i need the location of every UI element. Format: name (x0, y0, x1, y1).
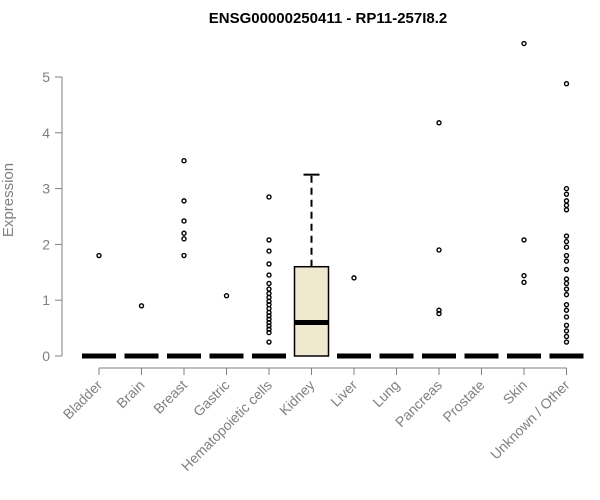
outlier-point (563, 185, 570, 192)
outlier-point (266, 194, 272, 200)
outlier-point (351, 275, 357, 281)
box-hematopoietic-cells (252, 194, 286, 359)
outlier-point (181, 236, 187, 242)
box-series (82, 40, 584, 359)
outlier-point (563, 238, 570, 245)
chart-title: ENSG00000250411 - RP11-257I8.2 (209, 10, 448, 27)
outlier-point (223, 293, 230, 299)
x-tick-label: Pancreas (392, 377, 445, 430)
outlier-point (563, 266, 570, 273)
x-tick-label: Lung (369, 377, 402, 410)
outlier-point (181, 230, 187, 236)
outlier-point (521, 272, 527, 279)
box-iqr (293, 265, 330, 357)
box-unknown-other (549, 80, 584, 359)
outlier-point (563, 191, 570, 197)
outlier-point (181, 157, 187, 164)
y-tick-label: 4 (42, 125, 50, 141)
x-tick-label: Bladder (60, 377, 106, 423)
x-tick-label: Breast (150, 377, 190, 417)
outlier-point (521, 279, 527, 286)
outlier-point (266, 280, 272, 287)
outlier-point (563, 314, 570, 320)
outlier-point (266, 261, 272, 267)
outlier-point (563, 276, 570, 282)
outlier-point (563, 252, 570, 259)
outlier-point (266, 272, 272, 278)
outlier-point (563, 258, 570, 264)
box-liver (337, 275, 371, 359)
x-tick-label: Kidney (276, 377, 318, 419)
outlier-point (436, 120, 442, 126)
outlier-point (563, 233, 570, 239)
y-tick-label: 0 (42, 348, 50, 364)
outlier-point (436, 247, 442, 253)
outlier-point (563, 291, 570, 298)
y-tick-label: 2 (42, 236, 50, 252)
y-tick-label: 1 (42, 292, 50, 308)
outlier-point (96, 252, 102, 259)
outlier-point (181, 218, 187, 224)
outlier-point (563, 280, 570, 287)
outlier-point (181, 252, 187, 259)
x-tick-label: Unknown / Other (487, 377, 573, 463)
outlier-point (266, 237, 272, 243)
outlier-point (563, 80, 570, 87)
outlier-point (563, 202, 570, 209)
box-pancreas (422, 120, 456, 359)
outlier-point (138, 303, 145, 309)
box-breast (167, 157, 201, 359)
outlier-point (563, 328, 570, 334)
outlier-point (266, 329, 272, 336)
x-tick-label: Prostate (439, 377, 487, 425)
y-axis: 0 1 2 3 4 5 (42, 69, 63, 364)
box-bladder (82, 252, 116, 359)
x-tick-label: Liver (327, 377, 360, 410)
outlier-point (563, 339, 570, 345)
outlier-point (563, 301, 570, 308)
outlier-point (521, 237, 527, 243)
outlier-point (266, 248, 272, 254)
outlier-point (563, 244, 570, 250)
outlier-point (436, 310, 442, 317)
y-tick-label: 3 (42, 181, 50, 197)
x-tick-label: Brain (113, 377, 147, 411)
y-tick-label: 5 (42, 69, 50, 85)
box-kidney (293, 173, 330, 357)
box-skin (507, 40, 541, 359)
outlier-point (266, 286, 272, 292)
outlier-point (563, 207, 570, 213)
outlier-point (563, 286, 570, 292)
outlier-point (563, 333, 570, 340)
y-axis-label: Expression (0, 163, 17, 237)
box-brain (124, 303, 159, 359)
outlier-point (266, 339, 272, 345)
x-tick-label: Skin (500, 377, 531, 408)
outlier-point (563, 198, 570, 204)
outlier-point (521, 40, 527, 47)
outlier-point (563, 322, 570, 329)
outlier-point (563, 307, 570, 313)
outlier-point (181, 198, 187, 204)
box-gastric (209, 293, 244, 359)
